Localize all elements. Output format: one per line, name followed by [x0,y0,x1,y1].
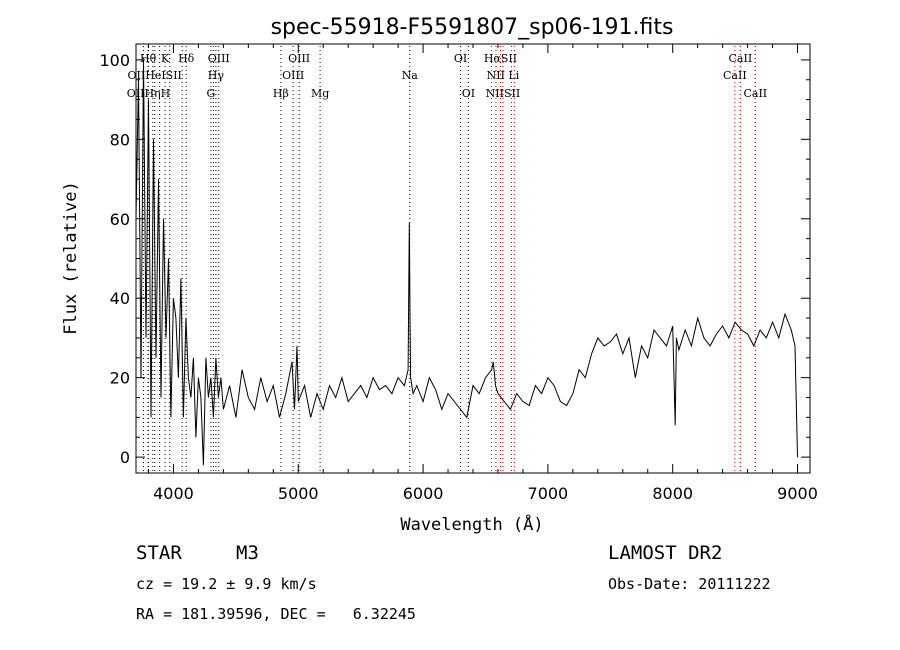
x-tick-label-1: 5000 [278,484,319,503]
y-tick-label-2: 40 [110,289,130,308]
ra-dec-coordinates: RA = 181.39596, DEC = 6.32245 [136,605,416,623]
line-label-18: OI [462,87,475,100]
survey-name: LAMOST DR2 [608,542,723,564]
x-tick-label-5: 9000 [777,484,818,503]
line-label-14: OIIHηH [127,87,170,100]
y-tick-label-3: 60 [110,210,130,229]
line-label-17: Mg [311,87,329,100]
line-label-20: CaII [743,87,767,100]
x-axis-label: Wavelength (Å) [400,513,543,535]
y-tick-label-4: 80 [110,130,130,149]
y-tick-label-5: 100 [99,51,130,70]
line-label-15: G [206,87,215,100]
line-label-7: CaII [729,52,753,65]
chart-title: spec-55918-F5591807_sp06-191.fits [271,15,674,40]
line-label-6: HαSII [484,52,517,65]
line-label-0: Hθ [140,52,157,65]
line-label-8: OIIHeISII [128,69,182,82]
object-class: STAR [136,542,182,564]
line-label-10: OIII [282,69,304,82]
line-label-5: OI [454,52,467,65]
observation-date: Obs-Date: 20111222 [608,575,771,593]
x-tick-label-4: 8000 [652,484,693,503]
line-label-16: Hβ [273,87,289,100]
line-label-9: Hγ [208,69,225,82]
object-subclass: M3 [236,542,259,564]
y-axis: 0 20 40 60 80 100 [99,51,810,467]
line-label-3: OIII [208,52,230,65]
line-label-1: K [161,52,170,65]
line-label-12: NII Li [487,69,520,82]
x-axis: 4000 5000 6000 7000 8000 9000 [147,44,818,503]
line-label-2: Hδ [178,52,195,65]
spectral-line-markers [142,46,756,473]
line-label-19: NIISII [486,87,521,100]
spectrum-series-line [135,59,798,466]
spectral-line-labels: Hθ K Hδ OIII OIII OI HαSII CaII OIIHeISII Hγ OIII N… [127,52,767,100]
y-tick-label-1: 20 [110,369,130,388]
line-label-4: OIII [288,52,310,65]
line-label-11: Na [402,69,419,82]
line-label-13: CaII [723,69,747,82]
y-tick-label-0: 0 [120,448,130,467]
x-tick-label-3: 7000 [528,484,569,503]
y-axis-label: Flux (relative) [61,181,81,335]
redshift-cz: cz = 19.2 ± 9.9 km/s [136,575,317,593]
x-tick-label-2: 6000 [403,484,444,503]
x-tick-label-0: 4000 [153,484,194,503]
